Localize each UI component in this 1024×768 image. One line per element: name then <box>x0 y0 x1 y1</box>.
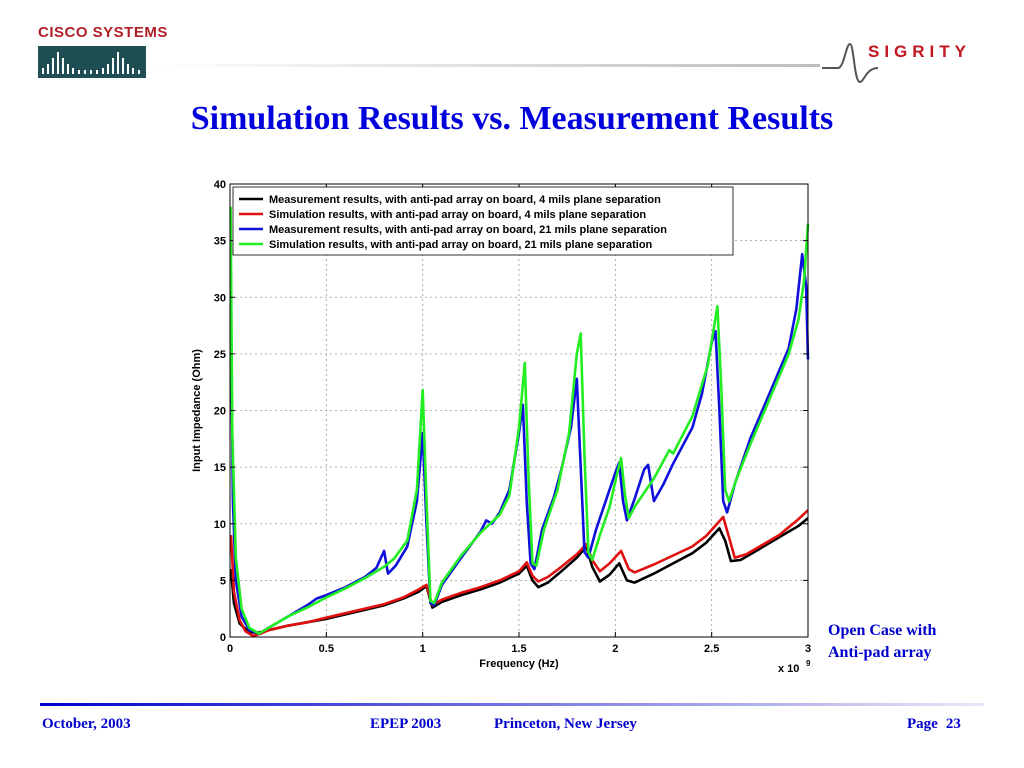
x-tick-label: 0.5 <box>319 643 334 655</box>
sigrity-logo-text: SIGRITY <box>868 42 972 61</box>
x-tick-label: 2 <box>612 643 618 655</box>
y-tick-label: 40 <box>214 179 226 191</box>
series-line-4 <box>229 206 810 635</box>
y-tick-label: 10 <box>214 519 226 531</box>
sigrity-wave-icon <box>822 42 879 84</box>
footer-date: October, 2003 <box>42 716 131 732</box>
header-rule <box>152 64 820 67</box>
x-multiplier-label: x 10 <box>778 663 799 675</box>
footer-location: Princeton, New Jersey <box>494 716 637 732</box>
y-tick-label: 25 <box>214 349 226 361</box>
y-tick-label: 5 <box>220 575 226 587</box>
side-note-line-1: Open Case with <box>828 622 937 639</box>
footer-conference: EPEP 2003 <box>370 716 442 732</box>
y-tick-label: 35 <box>214 236 226 248</box>
x-tick-label: 1.5 <box>511 643 526 655</box>
x-axis-label: Frequency (Hz) <box>479 658 559 670</box>
footer-rule <box>40 703 984 706</box>
legend-label-4: Simulation results, with anti-pad array … <box>269 239 653 251</box>
legend-label-2: Simulation results, with anti-pad array … <box>269 209 646 221</box>
y-axis-label: Input Impedance (Ohm) <box>191 349 203 472</box>
x-tick-label: 2.5 <box>704 643 719 655</box>
cisco-bars-icon <box>38 46 146 78</box>
legend-label-3: Measurement results, with anti-pad array… <box>269 224 667 236</box>
side-note-line-2: Anti-pad array <box>828 644 932 661</box>
x-multiplier-exponent: 9 <box>806 659 811 668</box>
sigrity-logo: SIGRITY <box>820 38 980 88</box>
x-tick-label: 0 <box>227 643 233 655</box>
slide-title: Simulation Results vs. Measurement Resul… <box>190 100 834 137</box>
legend-label-1: Measurement results, with anti-pad array… <box>269 194 661 206</box>
legend-box <box>232 186 734 256</box>
cisco-logo-text: CISCO SYSTEMS <box>38 24 168 41</box>
y-tick-label: 20 <box>214 406 226 418</box>
y-tick-label: 0 <box>220 632 226 644</box>
footer-page: Page 23 <box>907 716 969 733</box>
y-tick-label: 30 <box>214 292 226 304</box>
x-tick-label: 1 <box>420 643 426 655</box>
side-note: Open Case with Anti-pad array <box>828 620 936 664</box>
footer-page-label: Page <box>907 716 938 732</box>
cisco-systems-logo: CISCO SYSTEMS <box>38 24 167 80</box>
y-tick-label: 15 <box>214 462 226 474</box>
x-tick-label: 3 <box>805 643 811 655</box>
footer-page-number: 23 <box>945 716 961 732</box>
series-line-2 <box>229 509 809 638</box>
